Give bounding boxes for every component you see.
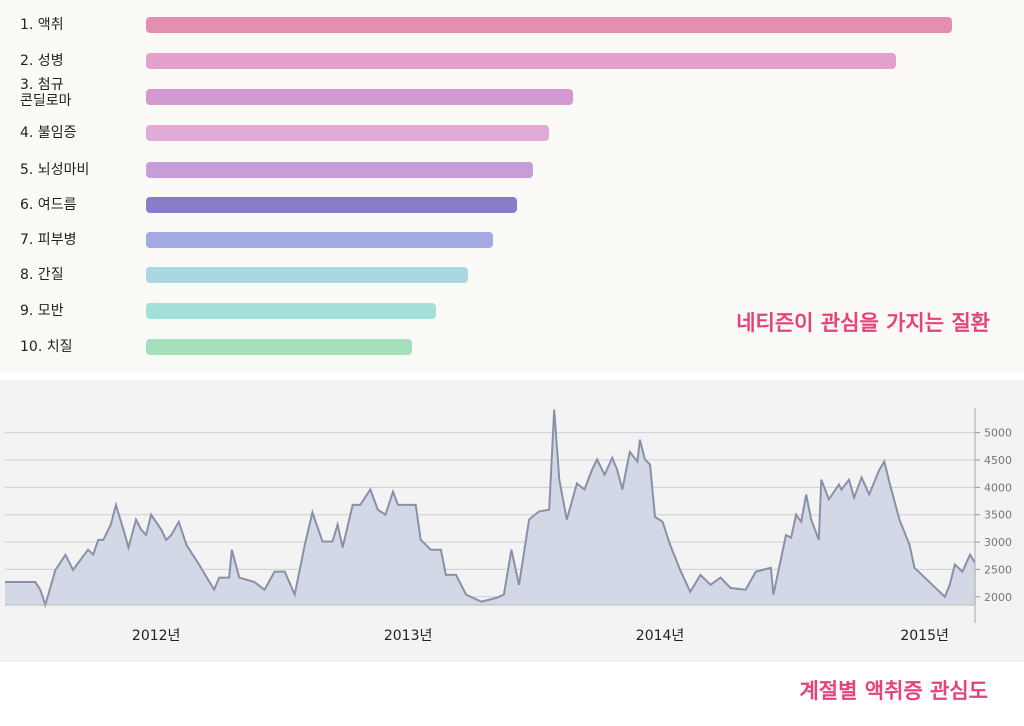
y-tick-label: 3500 xyxy=(984,509,1012,522)
y-tick-label: 3000 xyxy=(984,536,1012,549)
bar xyxy=(146,339,412,355)
y-tick-label: 4000 xyxy=(984,481,1012,494)
category-label: 4. 불임증 xyxy=(20,125,77,141)
y-tick-label: 2000 xyxy=(984,591,1012,604)
y-tick-label: 2500 xyxy=(984,563,1012,576)
bar xyxy=(146,53,896,69)
bar xyxy=(146,232,493,248)
category-label: 10. 치질 xyxy=(20,339,73,355)
area xyxy=(5,409,975,605)
category-label: 9. 모반 xyxy=(20,303,64,319)
category-label: 6. 여드름 xyxy=(20,197,77,213)
category-label: 3. 첨규 콘딜로마 xyxy=(20,77,72,109)
category-label: 5. 뇌성마비 xyxy=(20,162,90,178)
bar xyxy=(146,162,533,178)
y-tick-label: 4500 xyxy=(984,454,1012,467)
category-label: 7. 피부병 xyxy=(20,232,77,248)
bar xyxy=(146,267,469,283)
bar xyxy=(146,197,517,213)
bar xyxy=(146,89,574,105)
line xyxy=(5,409,976,609)
line-title: 계절별 액취증 관심도 xyxy=(799,679,988,703)
bar xyxy=(146,125,549,141)
bar-title: 네티즌이 관심을 가지는 질환 xyxy=(736,311,990,335)
category-label: 1. 액취 xyxy=(20,17,64,33)
bar xyxy=(146,17,952,33)
x-tick-label: 2015년 xyxy=(900,628,949,644)
category-label: 2. 성병 xyxy=(20,53,64,69)
x-tick-label: 2013년 xyxy=(384,628,433,644)
category-label: 8. 간질 xyxy=(20,267,64,283)
x-tick-label: 2014년 xyxy=(636,628,685,644)
bar xyxy=(146,303,437,319)
x-tick-label: 2012년 xyxy=(132,628,181,644)
y-tick-label: 5000 xyxy=(984,427,1012,440)
